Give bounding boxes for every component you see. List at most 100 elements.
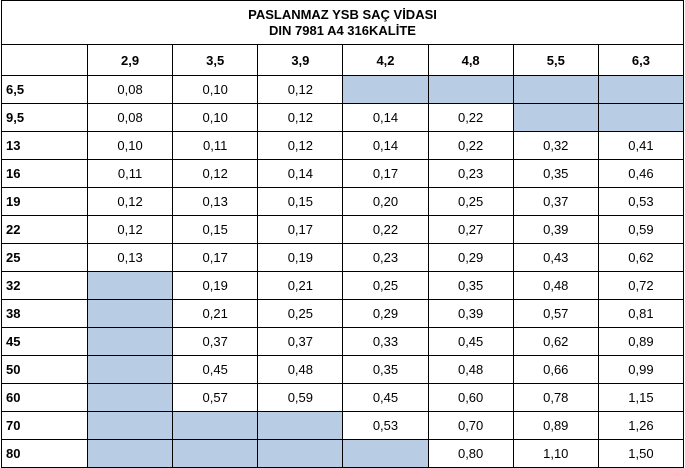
row-label: 80 <box>1 439 88 468</box>
corner-cell <box>1 44 88 76</box>
table-row: 80 0,80 1,10 1,50 <box>1 439 685 468</box>
value-cell: 0,12 <box>86 187 174 216</box>
value-cell: 0,45 <box>427 327 514 356</box>
table-row: 45 0,37 0,37 0,33 0,45 0,62 0,89 <box>1 327 685 356</box>
value-cell: 0,48 <box>427 355 514 384</box>
value-cell: 0,10 <box>172 75 259 104</box>
value-cell: 0,62 <box>597 243 685 272</box>
table-row: 38 0,21 0,25 0,29 0,39 0,57 0,81 <box>1 299 685 328</box>
value-cell: 0,72 <box>597 271 685 300</box>
row-label: 19 <box>1 187 88 216</box>
value-cell: 0,17 <box>172 243 259 272</box>
value-cell: 0,35 <box>512 159 599 188</box>
empty-cell <box>597 103 685 132</box>
value-cell: 0,11 <box>86 159 174 188</box>
table-row: 60 0,57 0,59 0,45 0,60 0,78 1,15 <box>1 383 685 412</box>
value-cell: 0,37 <box>172 327 259 356</box>
column-header: 2,9 <box>86 44 174 76</box>
value-cell: 1,10 <box>512 439 599 468</box>
column-header: 3,5 <box>172 44 259 76</box>
value-cell: 0,11 <box>172 131 259 160</box>
value-cell: 0,39 <box>512 215 599 244</box>
value-cell: 0,89 <box>597 327 685 356</box>
empty-cell <box>86 355 174 384</box>
empty-cell <box>257 411 344 440</box>
value-cell: 1,26 <box>597 411 685 440</box>
value-cell: 0,13 <box>86 243 174 272</box>
table-row: 22 0,12 0,15 0,17 0,22 0,27 0,39 0,59 <box>1 215 685 244</box>
value-cell: 0,66 <box>512 355 599 384</box>
table-row: 70 0,53 0,70 0,89 1,26 <box>1 411 685 440</box>
value-cell: 0,37 <box>257 327 344 356</box>
value-cell: 0,37 <box>512 187 599 216</box>
value-cell: 0,60 <box>427 383 514 412</box>
column-header: 4,2 <box>342 44 429 76</box>
value-cell: 0,15 <box>257 187 344 216</box>
value-cell: 0,45 <box>172 355 259 384</box>
value-cell: 0,45 <box>342 383 429 412</box>
value-cell: 0,33 <box>342 327 429 356</box>
value-cell: 1,50 <box>597 439 685 468</box>
row-label: 16 <box>1 159 88 188</box>
row-label: 70 <box>1 411 88 440</box>
empty-cell <box>342 439 429 468</box>
value-cell: 0,25 <box>427 187 514 216</box>
row-label: 13 <box>1 131 88 160</box>
value-cell: 0,32 <box>512 131 599 160</box>
row-label: 22 <box>1 215 88 244</box>
value-cell: 0,12 <box>257 103 344 132</box>
empty-cell <box>86 411 174 440</box>
value-cell: 0,21 <box>257 271 344 300</box>
empty-cell <box>257 439 344 468</box>
data-table: 2,9 3,5 3,9 4,2 4,8 5,5 6,3 6,5 0,08 0,10 0,12 9,5 0… <box>1 44 685 468</box>
value-cell: 0,59 <box>597 215 685 244</box>
value-cell: 0,14 <box>257 159 344 188</box>
value-cell: 0,48 <box>512 271 599 300</box>
value-cell: 0,53 <box>342 411 429 440</box>
table-row: 16 0,11 0,12 0,14 0,17 0,23 0,35 0,46 <box>1 159 685 188</box>
row-label: 32 <box>1 271 88 300</box>
value-cell: 0,08 <box>86 75 174 104</box>
table-row: 9,5 0,08 0,10 0,12 0,14 0,22 <box>1 103 685 132</box>
empty-cell <box>427 75 514 104</box>
value-cell: 0,23 <box>427 159 514 188</box>
table-row: 13 0,10 0,11 0,12 0,14 0,22 0,32 0,41 <box>1 131 685 160</box>
value-cell: 0,81 <box>597 299 685 328</box>
column-header: 6,3 <box>597 44 685 76</box>
table-row: 32 0,19 0,21 0,25 0,35 0,48 0,72 <box>1 271 685 300</box>
empty-cell <box>597 75 685 104</box>
value-cell: 0,99 <box>597 355 685 384</box>
value-cell: 0,12 <box>86 215 174 244</box>
value-cell: 0,27 <box>427 215 514 244</box>
value-cell: 0,10 <box>172 103 259 132</box>
empty-cell <box>86 271 174 300</box>
column-header: 3,9 <box>257 44 344 76</box>
title-box: PASLANMAZ YSB SAÇ VİDASI DIN 7981 A4 316… <box>1 0 684 44</box>
value-cell: 0,22 <box>427 103 514 132</box>
value-cell: 0,23 <box>342 243 429 272</box>
value-cell: 0,78 <box>512 383 599 412</box>
empty-cell <box>512 75 599 104</box>
value-cell: 0,17 <box>342 159 429 188</box>
value-cell: 0,46 <box>597 159 685 188</box>
value-cell: 0,14 <box>342 131 429 160</box>
value-cell: 0,25 <box>342 271 429 300</box>
row-label: 9,5 <box>1 103 88 132</box>
value-cell: 0,39 <box>427 299 514 328</box>
value-cell: 0,35 <box>427 271 514 300</box>
empty-cell <box>86 383 174 412</box>
empty-cell <box>172 411 259 440</box>
value-cell: 0,25 <box>257 299 344 328</box>
value-cell: 0,20 <box>342 187 429 216</box>
value-cell: 0,29 <box>342 299 429 328</box>
value-cell: 0,29 <box>427 243 514 272</box>
row-label: 6,5 <box>1 75 88 104</box>
row-label: 50 <box>1 355 88 384</box>
value-cell: 0,12 <box>257 131 344 160</box>
row-label: 60 <box>1 383 88 412</box>
value-cell: 0,89 <box>512 411 599 440</box>
value-cell: 1,15 <box>597 383 685 412</box>
value-cell: 0,57 <box>512 299 599 328</box>
empty-cell <box>86 327 174 356</box>
